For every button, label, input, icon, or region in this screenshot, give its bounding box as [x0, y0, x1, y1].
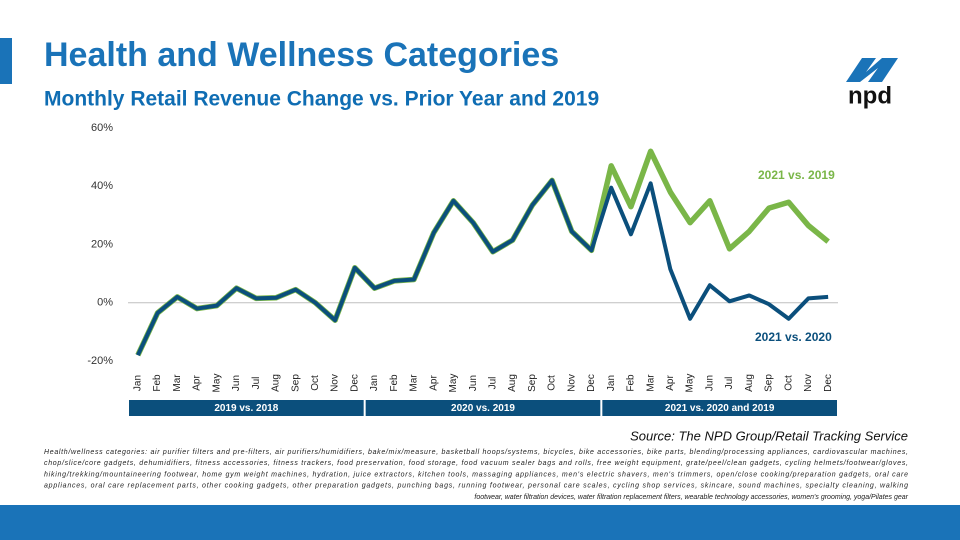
- x-tick-label: May: [211, 374, 222, 393]
- x-tick-label: Aug: [507, 374, 518, 392]
- group-band: [602, 400, 837, 416]
- x-tick-label: Aug: [744, 374, 755, 392]
- x-tick-label: Jun: [704, 375, 715, 391]
- x-tick-label: Dec: [586, 374, 597, 392]
- y-tick-label: -20%: [87, 355, 113, 367]
- x-tick-label: Apr: [428, 375, 439, 391]
- y-tick-label: 0%: [97, 297, 113, 309]
- footer-band: [0, 505, 960, 540]
- series-label: 2021 vs. 2019: [758, 168, 835, 182]
- group-label: 2021 vs. 2020 and 2019: [665, 403, 775, 414]
- footnote-line: hiking/trekking/mountaineering footwear,…: [44, 471, 908, 478]
- x-tick-label: May: [685, 374, 696, 393]
- x-tick-label: Mar: [172, 374, 183, 392]
- x-tick-label: Feb: [626, 374, 637, 392]
- x-tick-label: May: [448, 374, 459, 393]
- y-tick-label: 40%: [91, 180, 113, 192]
- footnote-line: chop/slice/core gadgets, dehumidifiers, …: [44, 460, 908, 467]
- series-label: 2021 vs. 2020: [755, 330, 832, 344]
- x-tick-label: Dec: [823, 374, 834, 392]
- footnote-line: Health/wellness categories: air purifier…: [44, 449, 908, 456]
- logo-mark: [846, 58, 898, 82]
- group-label: 2020 vs. 2019: [451, 403, 515, 414]
- subtitle: Monthly Retail Revenue Change vs. Prior …: [44, 88, 599, 111]
- x-tick-label: Sep: [527, 374, 538, 392]
- group-band: [365, 400, 601, 416]
- x-tick-label: Nov: [330, 374, 341, 392]
- x-tick-label: Feb: [389, 374, 400, 392]
- x-tick-label: Oct: [783, 375, 794, 391]
- logo-text: npd: [848, 82, 892, 109]
- title: Health and Wellness Categories: [44, 36, 559, 74]
- x-tick-label: Aug: [271, 374, 282, 392]
- x-tick-label: Feb: [152, 374, 163, 392]
- y-tick-label: 20%: [91, 238, 113, 250]
- group-label: 2019 vs. 2018: [214, 403, 278, 414]
- x-tick-label: Dec: [349, 374, 360, 392]
- x-tick-label: Apr: [665, 375, 676, 391]
- accent-bar: [0, 38, 12, 84]
- x-tick-label: Mar: [409, 374, 420, 392]
- x-tick-label: Jul: [251, 377, 262, 390]
- x-tick-label: Jul: [488, 377, 499, 390]
- x-tick-label: Jun: [468, 375, 479, 391]
- x-tick-label: Jan: [369, 375, 380, 391]
- x-tick-label: Oct: [310, 375, 321, 391]
- x-tick-label: Sep: [290, 374, 301, 392]
- x-tick-label: Apr: [192, 375, 203, 391]
- x-tick-label: Jun: [231, 375, 242, 391]
- x-tick-label: Nov: [803, 374, 814, 392]
- x-tick-label: Sep: [764, 374, 775, 392]
- x-tick-label: Jan: [133, 375, 144, 391]
- footnote-line: footwear, water filtration devices, wate…: [474, 494, 908, 501]
- group-band: [129, 400, 364, 416]
- x-tick-label: Nov: [566, 374, 577, 392]
- footnote-line: appliances, oral care replacement parts,…: [44, 483, 908, 490]
- x-tick-label: Jan: [606, 375, 617, 391]
- series-line: [136, 178, 829, 357]
- y-tick-label: 60%: [91, 122, 113, 134]
- source: Source: The NPD Group/Retail Tracking Se…: [630, 428, 908, 443]
- x-tick-label: Jul: [724, 377, 735, 390]
- x-tick-label: Mar: [645, 374, 656, 392]
- x-tick-label: Oct: [547, 375, 558, 391]
- logo: npd: [846, 58, 898, 109]
